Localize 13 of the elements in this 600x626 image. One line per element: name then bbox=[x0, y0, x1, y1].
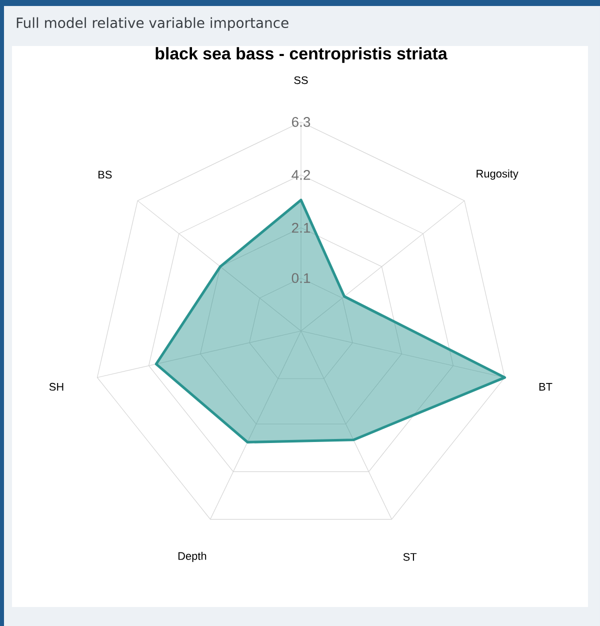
text: Full model relative variable importance bbox=[16, 17, 288, 31]
y-tick-label: 4.2 bbox=[292, 170, 310, 180]
chart-title: black sea bass - centropristis striata bbox=[156, 47, 448, 63]
spoke-label: BS bbox=[98, 170, 112, 178]
spoke-label: SS bbox=[294, 76, 308, 84]
spoke-label: BT bbox=[539, 383, 552, 391]
spoke-label: SH bbox=[49, 382, 64, 391]
spoke-label: ST bbox=[403, 553, 417, 561]
y-tick-label: 6.3 bbox=[292, 117, 310, 127]
spoke-label: Rugosity bbox=[476, 170, 518, 180]
spoke-label: Depth bbox=[178, 552, 206, 562]
y-tick-label: 0.1 bbox=[292, 273, 310, 284]
y-tick-label: 2.1 bbox=[292, 222, 310, 233]
